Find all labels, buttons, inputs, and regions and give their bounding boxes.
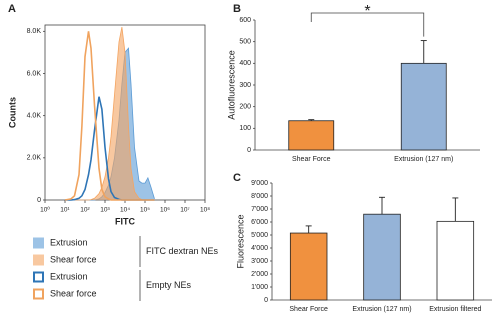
y-tick-label: 1'000 bbox=[251, 284, 268, 291]
area-fill bbox=[65, 27, 155, 200]
x-tick-label: 10⁰ bbox=[40, 206, 50, 214]
y-tick-label: 7'000 bbox=[251, 206, 268, 213]
legend-group-label: Empty NEs bbox=[146, 280, 192, 290]
panel-label: B bbox=[233, 3, 241, 15]
y-axis-label: Fluorescence bbox=[235, 214, 245, 268]
y-axis-label: Counts bbox=[7, 97, 17, 128]
y-tick-label: 100 bbox=[239, 125, 251, 132]
y-tick-label: 200 bbox=[239, 104, 251, 111]
y-tick-label: 3'000 bbox=[251, 258, 268, 265]
y-tick-label: 4.0K bbox=[27, 113, 42, 120]
y-tick-label: 4'000 bbox=[251, 245, 268, 252]
y-tick-label: 400 bbox=[239, 60, 251, 67]
area-fill bbox=[65, 48, 155, 201]
bar bbox=[288, 120, 335, 151]
x-tick-label: Extrusion (127 nm) bbox=[352, 306, 411, 313]
y-tick-label: 6.0K bbox=[27, 70, 42, 77]
series-line bbox=[64, 31, 155, 201]
significance-label: * bbox=[364, 3, 370, 20]
panel-label: A bbox=[8, 3, 16, 15]
significance-bracket bbox=[310, 12, 425, 37]
x-tick-label: Shear Force bbox=[292, 156, 331, 163]
legend-label: Shear force bbox=[50, 288, 97, 298]
legend-group-label: FITC dextran NEs bbox=[146, 246, 219, 256]
y-tick-label: 6'000 bbox=[251, 219, 268, 226]
legend-label: Extrusion bbox=[50, 237, 88, 247]
x-tick-label: Shear Force bbox=[289, 306, 328, 313]
y-tick-label: 600 bbox=[239, 17, 251, 24]
bar bbox=[436, 220, 475, 301]
y-tick-label: 300 bbox=[239, 82, 251, 89]
x-tick-label: 10⁵ bbox=[140, 207, 150, 214]
panel-label: C bbox=[233, 172, 241, 184]
bar bbox=[363, 213, 401, 301]
y-tick-label: 0 bbox=[264, 297, 268, 304]
legend-label: Shear force bbox=[50, 254, 97, 264]
bar bbox=[289, 232, 328, 301]
x-tick-label: 10³ bbox=[100, 207, 110, 214]
x-tick-label: 10⁴ bbox=[120, 207, 130, 214]
series-line bbox=[65, 27, 155, 201]
y-tick-label: 2.0K bbox=[27, 155, 42, 162]
bar bbox=[400, 62, 447, 151]
x-tick-label: 10⁷ bbox=[180, 207, 190, 214]
x-tick-label: 10⁸ bbox=[200, 207, 210, 214]
y-tick-label: 500 bbox=[239, 39, 251, 46]
y-tick-label: 8.0K bbox=[27, 28, 42, 35]
x-tick-label: Extrusion filtered bbox=[429, 306, 481, 313]
x-tick-label: 10² bbox=[80, 207, 90, 214]
y-tick-label: 8'000 bbox=[251, 193, 268, 200]
x-tick-label: 10¹ bbox=[60, 207, 70, 214]
y-tick-label: 0 bbox=[247, 147, 251, 154]
y-tick-label: 0 bbox=[37, 197, 41, 204]
legend-label: Extrusion bbox=[50, 271, 88, 281]
y-tick-label: 2'000 bbox=[251, 271, 268, 278]
legend-swatch bbox=[33, 271, 44, 283]
y-tick-label: 9'000 bbox=[251, 180, 268, 187]
y-tick-label: 5'000 bbox=[251, 232, 268, 239]
legend-swatch bbox=[33, 254, 44, 266]
legend-swatch bbox=[33, 288, 44, 300]
x-axis-label: FITC bbox=[115, 216, 135, 226]
y-axis-label: Autofluorescence bbox=[226, 50, 236, 120]
legend-swatch bbox=[33, 237, 44, 249]
x-tick-label: 10⁶ bbox=[160, 207, 170, 214]
x-tick-label: Extrusion (127 nm) bbox=[394, 156, 453, 163]
